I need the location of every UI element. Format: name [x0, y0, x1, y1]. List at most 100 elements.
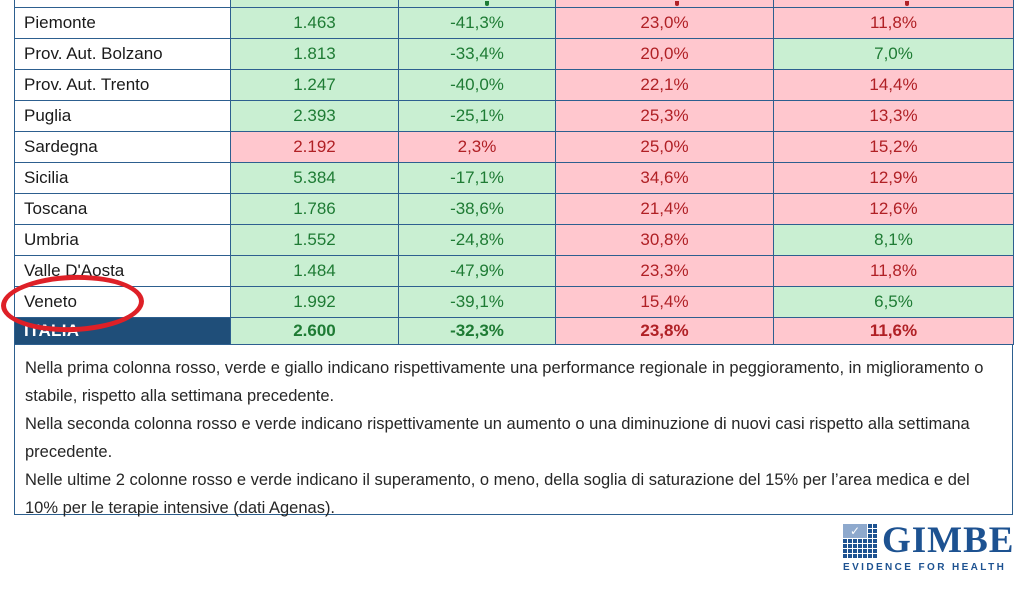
footnote-line-2: Nella seconda colonna rosso e verde indi…	[25, 415, 970, 461]
value-cell: 21,4%	[556, 194, 774, 225]
value-cell: 1.463	[231, 8, 399, 39]
value-cell	[399, 0, 556, 8]
value-cell: 6,5%	[774, 287, 1014, 318]
gimbe-logo: ✓ GIMBE EVIDENCE FOR HEALTH	[843, 522, 1013, 573]
region-name-cell: Sicilia	[15, 163, 231, 194]
table-row: Puglia 2.393 -25,1% 25,3% 13,3%	[15, 101, 1014, 132]
region-name-cell: ITALIA	[15, 318, 231, 345]
logo-grid-square	[848, 554, 852, 558]
logo-grid-square	[873, 549, 877, 553]
table-row: Piemonte 1.463 -41,3% 23,0% 11,8%	[15, 8, 1014, 39]
value-cell: 20,0%	[556, 39, 774, 70]
table-row: Prov. Aut. Bolzano 1.813 -33,4% 20,0% 7,0%	[15, 39, 1014, 70]
value-cell: -25,1%	[399, 101, 556, 132]
value-cell: 1.484	[231, 256, 399, 287]
footnote-line-3: Nelle ultime 2 colonne rosso e verde ind…	[25, 471, 970, 517]
region-name-cell: Prov. Aut. Trento	[15, 70, 231, 101]
logo-grid-square	[843, 539, 847, 543]
logo-grid-square	[873, 539, 877, 543]
table-row: Veneto 1.992 -39,1% 15,4% 6,5%	[15, 287, 1014, 318]
value-cell: 1.786	[231, 194, 399, 225]
table-row: Sicilia 5.384 -17,1% 34,6% 12,9%	[15, 163, 1014, 194]
footnote-box: Nella prima colonna rosso, verde e giall…	[14, 345, 1013, 517]
logo-grid-square	[853, 549, 857, 553]
value-cell: -32,3%	[399, 318, 556, 345]
gimbe-logo-top: ✓ GIMBE	[843, 522, 1013, 559]
value-cell: 13,3%	[774, 101, 1014, 132]
logo-grid-square	[868, 539, 872, 543]
logo-grid-square	[863, 539, 867, 543]
logo-grid-square	[868, 524, 872, 528]
table-row: Toscana 1.786 -38,6% 21,4% 12,6%	[15, 194, 1014, 225]
value-cell	[231, 0, 399, 8]
logo-grid-square	[873, 534, 877, 538]
logo-grid-square	[868, 549, 872, 553]
region-name-cell: Toscana	[15, 194, 231, 225]
value-cell: 1.992	[231, 287, 399, 318]
value-cell: 5.384	[231, 163, 399, 194]
value-cell: 25,3%	[556, 101, 774, 132]
value-cell: 2.192	[231, 132, 399, 163]
logo-grid-square	[858, 544, 862, 548]
value-cell: 1.247	[231, 70, 399, 101]
table-row: Sardegna 2.192 2,3% 25,0% 15,2%	[15, 132, 1014, 163]
region-name-cell: Umbria	[15, 225, 231, 256]
logo-grid-square	[858, 554, 862, 558]
value-cell: 22,1%	[556, 70, 774, 101]
value-cell: 7,0%	[774, 39, 1014, 70]
logo-grid-square	[848, 549, 852, 553]
region-name-cell	[15, 0, 231, 8]
check-icon: ✓	[843, 524, 867, 538]
logo-grid-square	[873, 554, 877, 558]
logo-grid-square	[853, 539, 857, 543]
value-cell: 15,4%	[556, 287, 774, 318]
value-cell: 23,8%	[556, 318, 774, 345]
gimbe-tagline: EVIDENCE FOR HEALTH	[843, 562, 1007, 573]
logo-grid-square	[873, 524, 877, 528]
value-cell	[556, 0, 774, 8]
logo-grid-square	[858, 539, 862, 543]
footnote-line-1: Nella prima colonna rosso, verde e giall…	[25, 359, 984, 405]
value-cell: 34,6%	[556, 163, 774, 194]
region-name-cell: Valle D'Aosta	[15, 256, 231, 287]
region-name-cell: Veneto	[15, 287, 231, 318]
value-cell: 11,6%	[774, 318, 1014, 345]
clipped-text-fragment	[675, 1, 680, 6]
value-cell: 8,1%	[774, 225, 1014, 256]
region-name-cell: Piemonte	[15, 8, 231, 39]
table-row: Valle D'Aosta 1.484 -47,9% 23,3% 11,8%	[15, 256, 1014, 287]
value-cell: 14,4%	[774, 70, 1014, 101]
logo-grid-square	[853, 544, 857, 548]
region-name-cell: Puglia	[15, 101, 231, 132]
logo-grid-square	[868, 529, 872, 533]
value-cell: 11,8%	[774, 8, 1014, 39]
value-cell: -39,1%	[399, 287, 556, 318]
value-cell: 15,2%	[774, 132, 1014, 163]
logo-grid-square	[853, 554, 857, 558]
logo-grid-square	[863, 554, 867, 558]
value-cell: -47,9%	[399, 256, 556, 287]
table-row: Prov. Aut. Trento 1.247 -40,0% 22,1% 14,4%	[15, 70, 1014, 101]
value-cell: 12,9%	[774, 163, 1014, 194]
value-cell: -33,4%	[399, 39, 556, 70]
value-cell: -40,0%	[399, 70, 556, 101]
value-cell: 2,3%	[399, 132, 556, 163]
region-name-cell: Sardegna	[15, 132, 231, 163]
logo-grid-square	[848, 544, 852, 548]
value-cell: -17,1%	[399, 163, 556, 194]
value-cell: 1.552	[231, 225, 399, 256]
logo-grid-square	[848, 539, 852, 543]
regions-table: Piemonte 1.463 -41,3% 23,0% 11,8% Prov. Aut. …	[14, 0, 1014, 345]
value-cell	[774, 0, 1014, 8]
logo-grid-square	[868, 544, 872, 548]
logo-grid-square	[873, 529, 877, 533]
logo-grid-square	[843, 544, 847, 548]
value-cell: 2.393	[231, 101, 399, 132]
logo-grid-square	[863, 544, 867, 548]
logo-grid-square	[843, 549, 847, 553]
value-cell: 23,3%	[556, 256, 774, 287]
logo-grid-square	[858, 549, 862, 553]
logo-grid-square	[863, 549, 867, 553]
gimbe-grid-icon: ✓	[843, 524, 877, 558]
